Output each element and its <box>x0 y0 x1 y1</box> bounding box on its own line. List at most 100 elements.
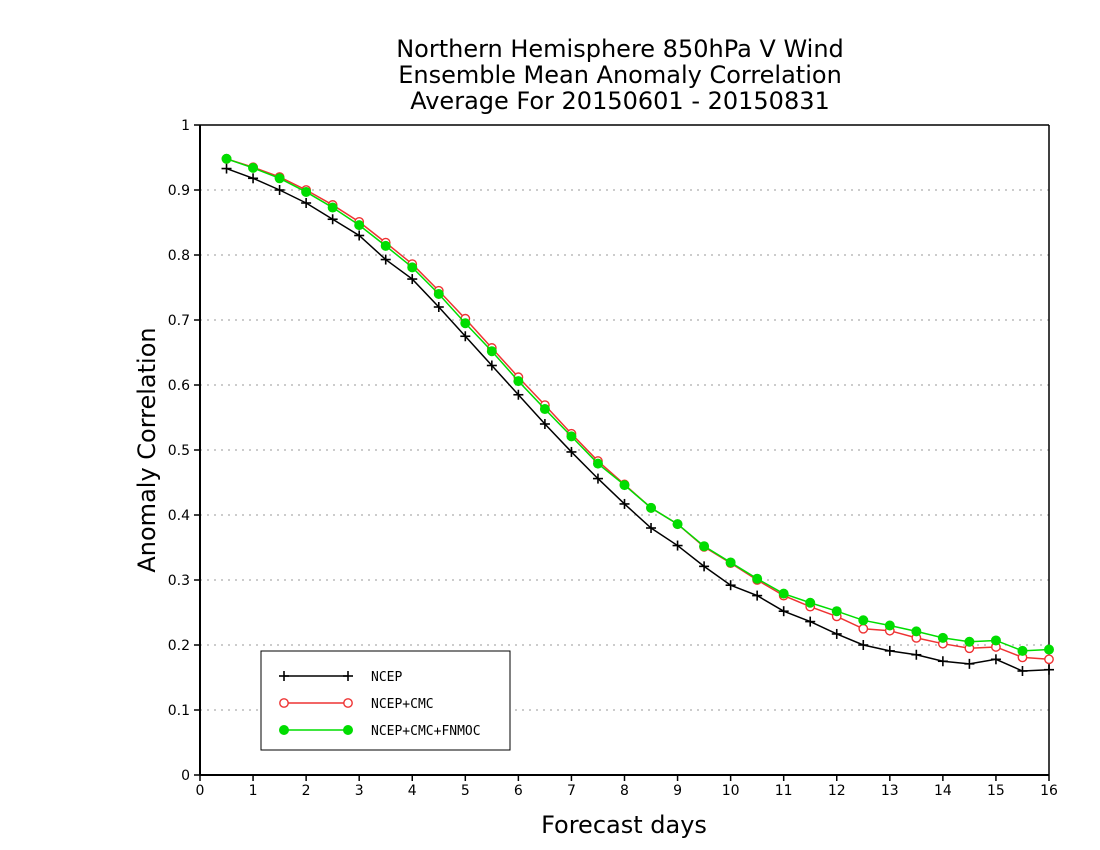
chart-title-line-1: Northern Hemisphere 850hPa V Wind <box>396 35 844 63</box>
data-point-ncep <box>752 590 763 601</box>
data-point-ncep-cmc-fnmoc <box>858 615 869 626</box>
x-tick-label: 6 <box>514 783 523 799</box>
x-tick-label: 8 <box>620 783 629 799</box>
legend-label: NCEP <box>371 670 402 685</box>
data-point-ncep <box>221 163 232 174</box>
y-tick-label: 0.8 <box>168 248 190 264</box>
data-point-ncep <box>513 389 524 400</box>
y-tick-label: 0.2 <box>168 638 190 654</box>
data-point-ncep-cmc-fnmoc <box>646 502 657 513</box>
data-point-ncep <box>990 654 1001 665</box>
data-point-ncep <box>831 628 842 639</box>
data-point-ncep-cmc-fnmoc <box>274 173 285 184</box>
legend-marker <box>343 725 353 735</box>
data-point-ncep <box>725 580 736 591</box>
series-ncep-cmc-fnmoc <box>221 153 1054 656</box>
chart-title: Northern Hemisphere 850hPa V Wind Ensemb… <box>0 36 1100 114</box>
data-point-ncep <box>407 274 418 285</box>
y-tick-label: 0.7 <box>168 313 190 329</box>
legend-label: NCEP+CMC+FNMOC <box>371 724 481 739</box>
data-point-ncep-cmc-fnmoc <box>221 153 232 164</box>
y-tick-label: 0.9 <box>168 183 190 199</box>
legend-label: NCEP+CMC <box>371 697 434 712</box>
series-line-ncep-cmc-fnmoc <box>226 158 1050 652</box>
data-point-ncep <box>327 214 338 225</box>
legend-item-ncep: NCEP <box>279 670 402 685</box>
data-point-ncep-cmc-fnmoc <box>699 541 710 552</box>
x-tick-label: 5 <box>461 783 470 799</box>
data-point-ncep <box>566 446 577 457</box>
x-tick-label: 13 <box>881 783 899 799</box>
x-tick-label: 4 <box>408 783 417 799</box>
series-line-ncep-cmc <box>226 158 1050 661</box>
data-point-ncep-cmc-fnmoc <box>725 557 736 568</box>
data-point-ncep-cmc-fnmoc <box>539 404 550 415</box>
data-point-ncep-cmc-fnmoc <box>911 626 922 637</box>
data-point-ncep <box>699 561 710 572</box>
legend-marker <box>279 725 289 735</box>
legend-item-ncep-cmc: NCEP+CMC <box>279 697 434 712</box>
data-point-ncep-cmc-fnmoc <box>566 431 577 442</box>
data-point-ncep <box>460 331 471 342</box>
data-point-ncep <box>592 473 603 484</box>
data-point-ncep-cmc-fnmoc <box>1017 645 1028 656</box>
data-point-ncep-cmc-fnmoc <box>354 220 365 231</box>
data-point-ncep-cmc-fnmoc <box>937 632 948 643</box>
x-tick-label: 12 <box>828 783 846 799</box>
legend-box <box>260 650 511 751</box>
data-point-ncep <box>1044 664 1054 675</box>
data-point-ncep-cmc-fnmoc <box>884 620 895 631</box>
x-tick-label: 1 <box>249 783 258 799</box>
data-point-ncep-cmc-fnmoc <box>831 606 842 617</box>
data-point-ncep <box>248 173 259 184</box>
data-point-ncep-cmc-fnmoc <box>486 346 497 357</box>
x-tick-label: 16 <box>1040 783 1058 799</box>
x-axis-label: Forecast days <box>541 811 707 839</box>
x-tick-label: 15 <box>987 783 1005 799</box>
chart-title-line-3: Average For 20150601 - 20150831 <box>410 87 830 115</box>
data-point-ncep <box>805 616 816 627</box>
data-point-ncep <box>619 498 630 509</box>
legend-marker <box>343 698 353 708</box>
x-tick-label: 9 <box>673 783 682 799</box>
data-point-ncep <box>911 649 922 660</box>
tick-labels: 00.10.20.30.40.50.60.70.80.910 1 2 3 4 5 6 7 8 9 1… <box>168 118 1058 799</box>
data-point-ncep-cmc-fnmoc <box>990 635 1001 646</box>
data-point-ncep <box>486 360 497 371</box>
data-point-ncep <box>778 606 789 617</box>
y-tick-label: 0 <box>181 768 190 784</box>
data-point-ncep <box>539 419 550 429</box>
y-tick-label: 0.5 <box>168 443 190 459</box>
data-point-ncep-cmc-fnmoc <box>1044 644 1054 655</box>
data-point-ncep <box>354 230 365 241</box>
y-tick-label: 1 <box>181 118 190 134</box>
x-tick-label: 3 <box>355 783 364 799</box>
data-point-ncep-cmc-fnmoc <box>513 376 524 387</box>
data-point-ncep-cmc-fnmoc <box>301 186 312 197</box>
data-point-ncep <box>301 198 312 208</box>
data-point-ncep <box>1017 666 1028 676</box>
data-point-ncep <box>884 645 895 656</box>
legend-item-ncep-cmc-fnmoc: NCEP+CMC+FNMOC <box>279 724 481 739</box>
x-tick-label: 2 <box>302 783 311 799</box>
x-tick-label: 11 <box>775 783 793 799</box>
y-tick-label: 0.4 <box>168 508 190 524</box>
data-point-ncep <box>858 640 869 650</box>
y-tick-label: 0.1 <box>168 703 190 719</box>
data-point-ncep-cmc-fnmoc <box>460 318 471 329</box>
data-point-ncep-cmc-fnmoc <box>619 480 630 491</box>
chart-title-line-2: Ensemble Mean Anomaly Correlation <box>398 61 842 89</box>
data-point-ncep-cmc-fnmoc <box>327 202 338 213</box>
data-point-ncep-cmc <box>1044 654 1054 665</box>
data-point-ncep <box>937 656 948 667</box>
y-axis-label: Anomaly Correlation <box>133 327 161 572</box>
series <box>221 153 1054 676</box>
x-tick-label: 7 <box>567 783 576 799</box>
data-point-ncep-cmc-fnmoc <box>672 519 683 530</box>
y-tick-label: 0.6 <box>168 378 190 394</box>
x-tick-label: 0 <box>196 783 205 799</box>
grid-lines <box>200 189 1049 711</box>
data-point-ncep-cmc-fnmoc <box>964 636 975 647</box>
legend: NCEP NCEP+CMC NCEP+CMC+FNMOC <box>260 650 511 751</box>
